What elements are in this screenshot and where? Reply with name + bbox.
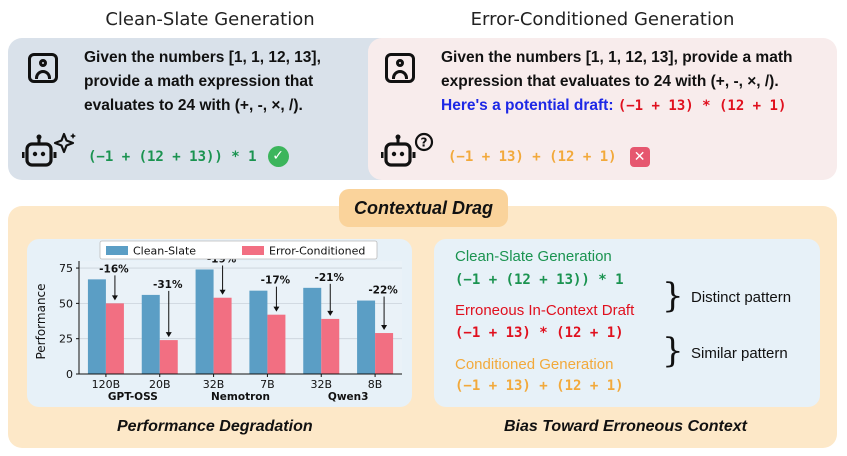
bias-conditioned-label: Conditioned Generation [455, 356, 614, 373]
error-conditioned-title: Error-Conditioned Generation [470, 9, 735, 30]
degradation-arrowhead [165, 332, 172, 338]
legend-label: Clean-Slate [133, 245, 196, 258]
distinct-brace: } [662, 276, 684, 316]
degradation-arrowhead [273, 306, 280, 312]
bar-clean-slate-2 [195, 269, 214, 374]
clean-prompt: Given the numbers [1, 1, 12, 13], provid… [84, 49, 321, 114]
x-tick-label: 120B [92, 378, 121, 391]
bar-clean-slate-1 [141, 294, 160, 374]
degradation-label: -16% [99, 263, 129, 275]
bar-error-conditioned-5 [375, 333, 394, 374]
performance-chart-panel: -16% -31% -19% -17% -21% -22% 0 25 50 75 Performa… [27, 239, 412, 407]
bar-clean-slate-0 [87, 279, 106, 374]
user-icon [385, 53, 415, 83]
clean-answer-row: (−1 + (12 + 13)) * 1 ✓ [88, 146, 289, 167]
bar-error-conditioned-0 [105, 303, 124, 374]
plot-area [79, 261, 402, 374]
bias-clean-code: (−1 + (12 + 13)) * 1 [455, 272, 624, 288]
bar-error-conditioned-2 [213, 297, 232, 374]
degradation-arrowhead [381, 325, 388, 331]
x-tick-label: 20B [149, 378, 171, 391]
contextual-drag-badge: Contextual Drag [339, 189, 508, 227]
question-glyph: ? [421, 136, 428, 150]
error-conditioned-panel: Given the numbers [1, 1, 12, 13], provid… [368, 38, 837, 180]
y-tick-label: 25 [59, 333, 73, 346]
x-tick-label: 8B [368, 378, 383, 391]
x-tick-label: 32B [203, 378, 225, 391]
y-tick-label: 50 [59, 297, 73, 310]
bar-clean-slate-5 [357, 300, 376, 374]
y-axis-label: Performance [34, 283, 48, 359]
degradation-label: -31% [153, 279, 183, 291]
degradation-arrowhead [219, 289, 226, 295]
legend-box [99, 240, 378, 260]
error-prompt: Given the numbers [1, 1, 12, 13], provid… [441, 49, 793, 114]
caption-bias-toward-erroneous-context: Bias Toward Erroneous Context [504, 418, 747, 435]
cross-icon: ✕ [629, 146, 650, 167]
x-tick-label: 32B [310, 378, 332, 391]
clean-answer-expression: (−1 + (12 + 13)) * 1 [88, 149, 257, 165]
draft-intro: Here's a potential draft: [441, 97, 614, 114]
performance-chart: -16%-31%-19%-17% -21%-22% 0255075Performa… [34, 240, 402, 403]
bar-error-conditioned-3 [267, 314, 286, 374]
degradation-label: -22% [368, 285, 398, 297]
bias-conditioned-code: (−1 + 13) + (12 + 1) [455, 378, 624, 394]
bias-draft-label: Erroneous In-Context Draft [455, 302, 635, 319]
draft-expression: (−1 + 13) * (12 + 1) [617, 98, 787, 114]
bar-clean-slate-4 [303, 287, 322, 374]
clean-slate-title: Clean-Slate Generation [105, 9, 315, 30]
group-label: Qwen3 [328, 391, 369, 403]
bias-draft-code: (−1 + 13) * (12 + 1) [455, 325, 624, 341]
legend-swatch [106, 246, 128, 255]
robot-sparkle-icon [22, 132, 76, 167]
y-tick-label: 75 [59, 262, 73, 275]
conditioned-answer-expression: (−1 + 13) + (12 + 1) [448, 149, 617, 165]
check-icon: ✓ [267, 146, 289, 167]
bias-panel: Clean-Slate Generation (−1 + (12 + 13)) … [434, 239, 820, 407]
degradation-label: -17% [261, 275, 291, 287]
group-label: Nemotron [211, 391, 270, 403]
degradation-arrowhead [327, 310, 334, 316]
y-tick-label: 0 [66, 368, 73, 381]
legend-label: Error-Conditioned [269, 245, 365, 258]
degradation-arrowhead [111, 295, 118, 301]
legend-swatch [242, 246, 264, 255]
group-label: GPT-OSS [108, 391, 158, 403]
conditioned-answer-row: (−1 + 13) + (12 + 1) ✕ [448, 146, 650, 167]
user-icon [28, 53, 58, 83]
similar-pattern-label: Similar pattern [691, 345, 788, 362]
caption-performance-degradation: Performance Degradation [117, 418, 313, 435]
degradation-label: -21% [315, 272, 345, 284]
clean-slate-panel: Given the numbers [1, 1, 12, 13], provid… [8, 38, 414, 180]
distinct-pattern-label: Distinct pattern [691, 289, 792, 306]
x-tick-label: 7B [260, 378, 275, 391]
bias-clean-label: Clean-Slate Generation [455, 248, 612, 265]
bar-error-conditioned-4 [321, 318, 340, 374]
robot-question-icon: ? [381, 132, 434, 167]
bar-error-conditioned-1 [159, 340, 178, 374]
bar-clean-slate-3 [249, 290, 268, 374]
similar-brace: } [662, 331, 684, 371]
